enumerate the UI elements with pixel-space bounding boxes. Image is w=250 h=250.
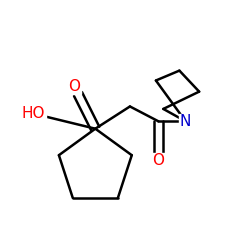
Text: HO: HO: [22, 106, 45, 122]
Bar: [21, 106, 46, 121]
Text: O: O: [152, 153, 164, 168]
Bar: [179, 114, 192, 129]
Text: N: N: [180, 114, 191, 129]
Text: O: O: [68, 79, 80, 94]
Bar: [68, 79, 81, 94]
Bar: [152, 154, 165, 168]
